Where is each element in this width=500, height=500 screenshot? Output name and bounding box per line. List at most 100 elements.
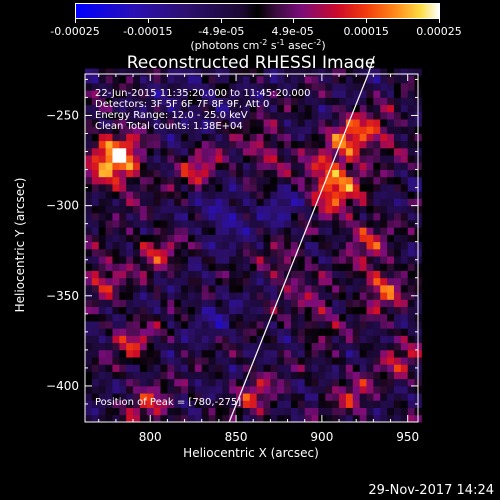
heatmap-cell <box>407 75 415 84</box>
heatmap-cell <box>98 191 106 199</box>
heatmap-cell <box>290 270 299 279</box>
heatmap-cell <box>119 263 127 271</box>
heatmap-cell <box>366 104 374 113</box>
heatmap-cell <box>119 342 127 351</box>
y-tick-label: −300 <box>46 199 79 213</box>
heatmap-cell <box>393 400 402 408</box>
heatmap-cell <box>407 393 415 401</box>
heatmap-cell <box>194 104 203 113</box>
heatmap-cell <box>393 342 402 351</box>
heatmap-cell <box>400 393 409 401</box>
heatmap-cell <box>352 147 361 156</box>
heatmap-cell <box>359 357 367 365</box>
heatmap-cell <box>112 277 120 286</box>
heatmap-cell <box>400 126 409 134</box>
heatmap-cell <box>325 212 333 221</box>
heatmap-cell <box>139 321 148 329</box>
heatmap-cell <box>105 313 113 322</box>
heatmap-cell <box>366 263 374 271</box>
heatmap-cell <box>339 393 347 401</box>
heatmap-cell <box>249 220 258 228</box>
heatmap-cell <box>345 212 354 221</box>
heatmap-cell <box>222 147 230 156</box>
heatmap-cell <box>222 292 230 300</box>
heatmap-cell <box>174 385 182 394</box>
heatmap-cell <box>208 198 216 207</box>
heatmap-cell <box>91 147 100 156</box>
heatmap-cell <box>325 364 333 372</box>
heatmap-cell <box>201 104 209 113</box>
heatmap-cell <box>167 407 175 416</box>
heatmap-cell <box>380 75 388 84</box>
heatmap-cell <box>201 155 209 163</box>
heatmap-cell <box>91 292 100 300</box>
heatmap-cell <box>407 83 415 91</box>
heatmap-cell <box>359 263 367 271</box>
heatmap-cell <box>339 90 347 98</box>
heatmap-cell <box>387 357 395 365</box>
heatmap-cell <box>290 90 299 98</box>
heatmap-cell <box>91 270 100 279</box>
heatmap-cell <box>160 212 168 221</box>
heatmap-cell <box>119 83 127 91</box>
heatmap-cell <box>366 400 374 408</box>
heatmap-cell <box>387 126 395 134</box>
heatmap-cell <box>242 176 251 185</box>
heatmap-cell <box>393 97 402 106</box>
heatmap-cell <box>304 357 312 365</box>
heatmap-cell <box>98 162 106 170</box>
heatmap-cell <box>380 407 388 416</box>
heatmap-cell <box>263 227 271 235</box>
heatmap-cell <box>359 292 367 300</box>
heatmap-cell <box>352 414 361 423</box>
heatmap-cell <box>181 75 189 84</box>
heatmap-cell <box>318 335 326 344</box>
heatmap-cell <box>146 407 155 416</box>
heatmap-cell <box>380 205 388 214</box>
heatmap-cell <box>359 241 367 250</box>
heatmap-cell <box>345 248 354 257</box>
heatmap-cell <box>332 357 340 365</box>
heatmap-cell <box>325 378 333 387</box>
colorbar-tick-label: 0.00025 <box>416 25 462 38</box>
heatmap-cell <box>263 83 271 91</box>
heatmap-cell <box>400 205 409 214</box>
heatmap-cell <box>407 400 415 408</box>
heatmap-cell <box>332 342 340 351</box>
heatmap-cell <box>139 220 148 228</box>
heatmap-cell <box>256 357 264 365</box>
heatmap-cell <box>277 342 285 351</box>
heatmap-cell <box>311 270 319 279</box>
heatmap-cell <box>174 111 182 120</box>
heatmap-cell <box>167 414 175 423</box>
heatmap-cell <box>339 313 347 322</box>
heatmap-cell <box>290 407 299 416</box>
heatmap-cell <box>352 277 361 286</box>
heatmap-cell <box>160 169 168 178</box>
heatmap-cell <box>345 378 354 387</box>
heatmap-cell <box>393 414 402 423</box>
heatmap-cell <box>201 328 209 336</box>
heatmap-cell <box>174 357 182 365</box>
heatmap-cell <box>174 183 182 192</box>
heatmap-cell <box>229 119 237 127</box>
heatmap-cell <box>153 248 161 257</box>
heatmap-cell <box>318 256 326 264</box>
heatmap-cell <box>167 328 175 336</box>
heatmap-cell <box>249 313 258 322</box>
heatmap-cell <box>270 140 278 149</box>
heatmap-cell <box>373 270 381 279</box>
heatmap-cell <box>290 140 299 149</box>
heatmap-cell <box>332 371 340 380</box>
heatmap-cell <box>181 126 189 134</box>
heatmap-cell <box>119 133 127 142</box>
heatmap-cell <box>174 227 182 235</box>
heatmap-cell <box>167 104 175 113</box>
heatmap-cell <box>174 90 182 98</box>
heatmap-cell <box>160 248 168 257</box>
heatmap-cell <box>236 212 244 221</box>
heatmap-cell <box>290 83 299 91</box>
annotation-total-counts: Clean Total counts: 1.38E+04 <box>95 121 243 132</box>
heatmap-cell <box>249 378 258 387</box>
